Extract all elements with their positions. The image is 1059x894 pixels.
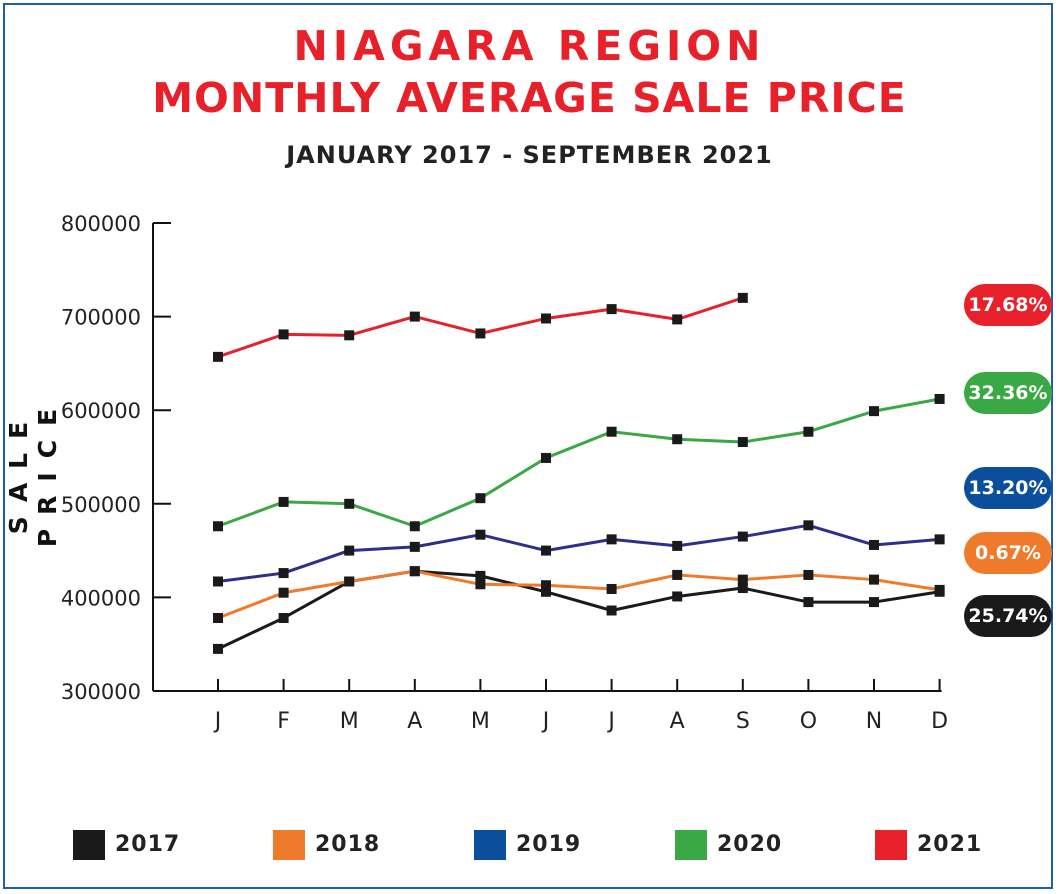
- data-point-2017: [672, 591, 683, 602]
- x-tick-label: F: [277, 709, 290, 734]
- series-line-2021: [217, 296, 744, 359]
- series-line-2017: [217, 569, 940, 651]
- data-point-2018: [213, 612, 223, 623]
- data-point-2017: [869, 597, 879, 608]
- data-point-2017: [278, 612, 289, 623]
- chart-frame: [3, 3, 1053, 889]
- legend-label: 2021: [917, 832, 983, 857]
- data-point-2019: [737, 531, 748, 542]
- y-tick-label: 800000: [61, 212, 141, 236]
- data-point-2017: [803, 597, 814, 608]
- data-point-2021: [475, 328, 486, 339]
- data-point-2019: [475, 529, 486, 540]
- data-point-2019: [934, 534, 945, 545]
- data-point-2018: [869, 574, 879, 585]
- data-point-2019: [409, 541, 420, 552]
- x-tick-label: M: [340, 709, 359, 734]
- x-tick-label: J: [606, 709, 615, 734]
- data-point-2021: [278, 329, 289, 340]
- data-point-2018: [541, 580, 551, 591]
- data-point-2020: [278, 496, 289, 507]
- data-point-2019: [672, 540, 683, 551]
- data-point-2018: [803, 569, 814, 580]
- data-point-2019: [278, 568, 289, 579]
- legend-swatch: [73, 830, 105, 860]
- y-tick-label: 400000: [61, 586, 141, 610]
- data-point-2018: [475, 579, 486, 590]
- data-point-2018: [606, 583, 617, 594]
- y-tick-label: 600000: [61, 399, 141, 423]
- change-badge-2019: 13.20%: [964, 467, 1052, 509]
- data-point-2019: [869, 539, 879, 550]
- legend-label: 2018: [315, 832, 381, 857]
- data-point-2018: [737, 574, 748, 585]
- legend-swatch: [273, 830, 305, 860]
- change-badge-2017: 25.74%: [964, 595, 1052, 637]
- data-point-2017: [475, 570, 486, 581]
- data-point-2020: [803, 426, 814, 437]
- x-tick-label: J: [213, 709, 222, 734]
- x-tick-label: D: [931, 709, 948, 734]
- data-point-2020: [737, 437, 748, 448]
- data-point-2020: [541, 452, 551, 463]
- data-point-2021: [409, 311, 420, 322]
- data-point-2021: [606, 304, 617, 315]
- legend-label: 2020: [717, 832, 783, 857]
- chart-title-line1: NIAGARA REGION: [293, 22, 766, 70]
- data-point-2019: [344, 545, 355, 556]
- y-tick-label: 700000: [61, 306, 141, 330]
- series-line-2019: [217, 523, 940, 583]
- data-point-2020: [672, 434, 683, 445]
- x-tick-label: J: [541, 709, 550, 734]
- data-point-2017: [541, 586, 551, 597]
- series-line-2018: [217, 569, 940, 620]
- data-point-2020: [475, 493, 486, 504]
- legend-label: 2017: [115, 832, 181, 857]
- data-point-2018: [672, 569, 683, 580]
- legend: 2017 2018 2019 2020 2021: [0, 826, 1059, 866]
- data-point-2017: [213, 643, 223, 654]
- data-point-2017: [737, 583, 748, 594]
- legend-swatch: [875, 830, 907, 860]
- data-point-2019: [541, 545, 551, 556]
- data-point-2020: [934, 393, 945, 404]
- data-point-2020: [869, 406, 879, 417]
- data-point-2020: [344, 498, 355, 509]
- data-point-2019: [213, 576, 223, 587]
- x-tick-label: N: [866, 709, 882, 734]
- x-tick-label: M: [471, 709, 490, 734]
- data-point-2021: [541, 313, 551, 324]
- y-tick-label: 300000: [61, 680, 141, 704]
- x-tick-label: O: [800, 709, 817, 734]
- data-point-2020: [409, 521, 420, 532]
- change-badge-2020: 32.36%: [964, 372, 1052, 414]
- data-point-2018: [344, 576, 355, 587]
- x-tick-label: A: [670, 709, 685, 734]
- data-point-2021: [672, 314, 683, 325]
- data-point-2019: [606, 534, 617, 545]
- data-point-2020: [213, 521, 223, 532]
- data-point-2021: [344, 330, 355, 341]
- data-point-2021: [213, 351, 223, 362]
- legend-swatch: [675, 830, 707, 860]
- chart-subtitle: JANUARY 2017 - SEPTEMBER 2021: [286, 141, 773, 169]
- data-point-2019: [803, 520, 814, 531]
- y-tick-label: 500000: [61, 493, 141, 517]
- data-point-2020: [606, 426, 617, 437]
- data-point-2018: [278, 587, 289, 598]
- data-point-2021: [737, 292, 748, 303]
- chart-title-line2: MONTHLY AVERAGE SALE PRICE: [152, 74, 907, 122]
- series-line-2020: [217, 397, 940, 528]
- data-point-2018: [934, 584, 945, 595]
- change-badge-2021: 17.68%: [964, 284, 1052, 326]
- data-point-2017: [606, 605, 617, 616]
- data-point-2018: [409, 566, 420, 577]
- legend-swatch: [474, 830, 506, 860]
- change-badge-2018: 0.67%: [964, 532, 1052, 574]
- x-tick-label: A: [407, 709, 422, 734]
- legend-label: 2019: [516, 832, 582, 857]
- x-tick-label: S: [736, 709, 750, 734]
